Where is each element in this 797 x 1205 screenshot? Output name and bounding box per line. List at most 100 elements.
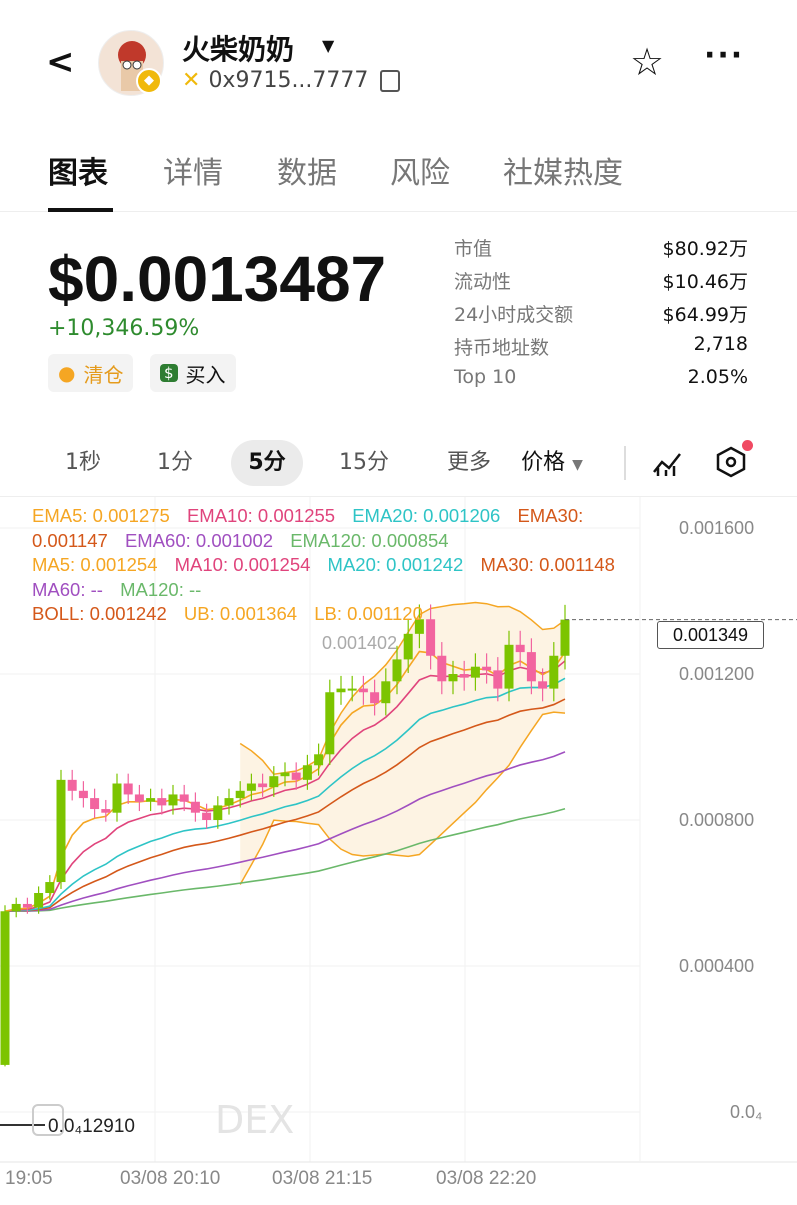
x-tick-label: 03/08 20:10 [120, 1168, 220, 1189]
y-tick-label: 0.001600 [679, 518, 754, 538]
divider [624, 446, 626, 480]
candle-body [538, 681, 548, 689]
candle-body [426, 619, 436, 656]
candle-body [370, 692, 380, 704]
candle-body [235, 790, 245, 799]
candle-body [448, 674, 458, 682]
candle-body [392, 659, 402, 682]
interval-more[interactable]: 更多 [446, 450, 491, 475]
stat-value: 2.05% [687, 366, 748, 388]
indicator-icon[interactable] [652, 448, 684, 482]
candle-body [381, 681, 391, 704]
candle-body [224, 798, 234, 806]
candle-body [358, 688, 368, 693]
y-tick-label: 0.000400 [679, 956, 754, 976]
legend-ma10: MA10: 0.001254 [174, 554, 311, 575]
candle-body [314, 754, 324, 766]
tab-details[interactable]: 详情 [163, 156, 223, 191]
more-icon[interactable]: ··· [704, 38, 745, 73]
candle-body [504, 644, 514, 689]
legend-boll: BOLL: 0.001242 [32, 603, 167, 624]
candle-body [56, 779, 66, 883]
star-icon[interactable]: ☆ [630, 40, 665, 84]
stat-value: $64.99万 [662, 304, 748, 326]
stat-value: $80.92万 [662, 238, 748, 260]
candle-body [325, 692, 335, 755]
active-tab-indicator [48, 208, 113, 212]
interval-1m[interactable]: 1分 [157, 450, 193, 475]
interval-5m[interactable]: 5分 [231, 440, 303, 486]
candle-body [22, 903, 32, 908]
x-tick-label: 03/08 21:15 [272, 1168, 372, 1189]
current-price-tag: 0.001349 [657, 621, 764, 649]
interval-bar: 1秒 1分 5分 15分 更多 价格 ▼ [0, 440, 797, 488]
price-type-label: 价格 [521, 450, 566, 475]
chain-icon: ✕ [182, 68, 201, 93]
ema20-line [4, 677, 566, 913]
interval-1s[interactable]: 1秒 [65, 450, 101, 475]
money-bag-icon: $ [160, 364, 178, 382]
candle-body [560, 619, 570, 656]
stat-value: $10.46万 [662, 271, 748, 293]
buy-button[interactable]: $ 买入 [150, 354, 236, 392]
candlestick-chart[interactable]: 0.001600 0.001200 0.000800 0.000400 0.0₄ 19:0… [0, 496, 797, 1200]
back-button[interactable]: < [46, 42, 75, 82]
candle-body [470, 666, 480, 678]
sell-label: 清仓 [83, 362, 124, 387]
candle-body [246, 783, 256, 791]
settings-hexagon-icon[interactable] [716, 446, 746, 482]
candle-body [302, 765, 312, 780]
high-marker-label: 0.001402 [322, 633, 397, 653]
sell-all-button[interactable]: ● 清仓 [48, 354, 134, 392]
candle-body [493, 670, 503, 689]
interval-15m[interactable]: 15分 [339, 450, 389, 475]
token-name[interactable]: 火柴奶奶 [182, 33, 295, 66]
legend-lb: LB: 0.001120 [314, 603, 423, 624]
tab-chart[interactable]: 图表 [48, 156, 108, 191]
legend-ma120: MA120: -- [120, 578, 202, 600]
candle-body [34, 893, 44, 908]
y-tick-label: 0.001200 [679, 664, 754, 684]
x-tick-label: 19:05 [5, 1168, 53, 1189]
candle-body [213, 805, 223, 820]
candle-body [403, 633, 413, 660]
candle-body [549, 655, 559, 689]
candle-body [45, 882, 55, 893]
stat-liquidity: 流动性 $10.46万 [454, 267, 748, 300]
caret-down-icon[interactable]: ▼ [322, 36, 335, 55]
stat-label: 流动性 [454, 271, 512, 293]
ema30-line [4, 698, 566, 913]
candle-body [269, 776, 279, 788]
legend-ema10: EMA10: 0.001255 [186, 505, 336, 526]
bollinger-band-fill [240, 602, 565, 885]
buy-label: 买入 [185, 362, 226, 387]
stat-value: 2,718 [693, 333, 748, 355]
candle-body [78, 790, 88, 799]
chart-canvas[interactable]: 0.001600 0.001200 0.000800 0.000400 0.0₄ 19:0… [0, 497, 797, 1201]
token-address[interactable]: ✕ 0x9715...7777 [182, 68, 368, 93]
bollinger-lower-line [239, 711, 566, 885]
logo-icon [32, 1104, 64, 1136]
bnb-chain-icon: ◆ [136, 68, 162, 94]
candle-body [157, 798, 167, 806]
y-tick-label: 0.000800 [679, 810, 754, 830]
candle-body [336, 688, 346, 693]
copy-icon[interactable] [380, 70, 400, 92]
legend-ema30: EMA30: 0.001147 [32, 505, 584, 551]
low-marker-label: 0.0₄12910 [48, 1116, 135, 1137]
stat-holders: 持币地址数 2,718 [454, 333, 748, 366]
tab-social[interactable]: 社媒热度 [503, 156, 623, 191]
candle-body [526, 652, 536, 682]
indicator-legend: EMA5: 0.001275 EMA10: 0.001255 EMA20: 0.… [32, 504, 652, 627]
current-price: $0.0013487 [48, 243, 387, 315]
ema60-line [4, 751, 566, 913]
tab-data[interactable]: 数据 [277, 156, 337, 191]
candle-body [482, 666, 492, 671]
chef-hat-icon: ● [58, 361, 76, 385]
price-type-dropdown[interactable]: 价格 ▼ [512, 440, 592, 486]
candle-body [0, 911, 10, 1065]
tab-risk[interactable]: 风险 [390, 156, 450, 191]
candle-body [146, 798, 156, 802]
token-avatar [98, 30, 164, 96]
stat-label: Top 10 [454, 366, 517, 388]
